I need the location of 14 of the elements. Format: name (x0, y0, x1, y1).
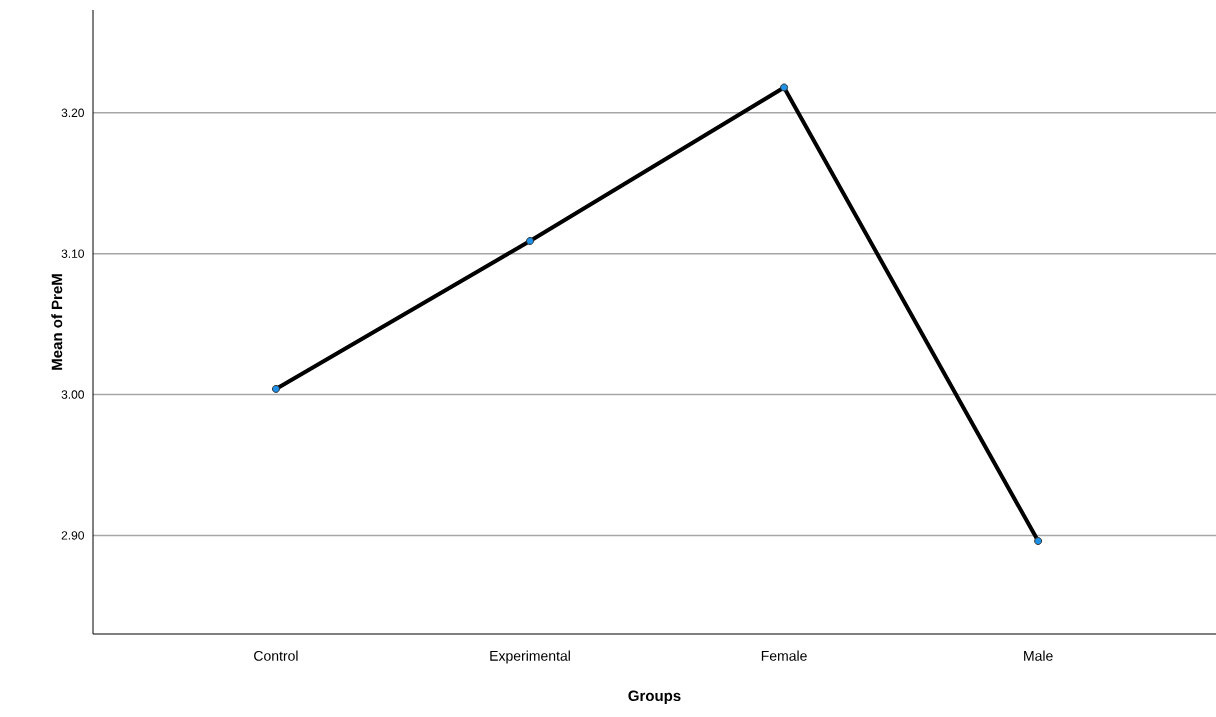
point (780, 83, 789, 92)
x-tick-label: Male (1024, 650, 1053, 661)
x-tick-label: Control (254, 650, 298, 661)
point (526, 237, 534, 245)
x-tick-label: Experimental (490, 650, 570, 664)
y-tick-label: 3.20 (61, 108, 84, 118)
y-tick-label: 2.90 (61, 531, 84, 540)
y-tick-label: 3.10 (61, 249, 84, 258)
x-axis-title: Groups (628, 690, 681, 705)
y-tick-label: 3.00 (61, 390, 84, 399)
point (271, 384, 280, 393)
y-axis-title: Mean of PreM (51, 274, 63, 370)
x-tick-label: Female (761, 650, 807, 661)
point (1034, 537, 1043, 546)
